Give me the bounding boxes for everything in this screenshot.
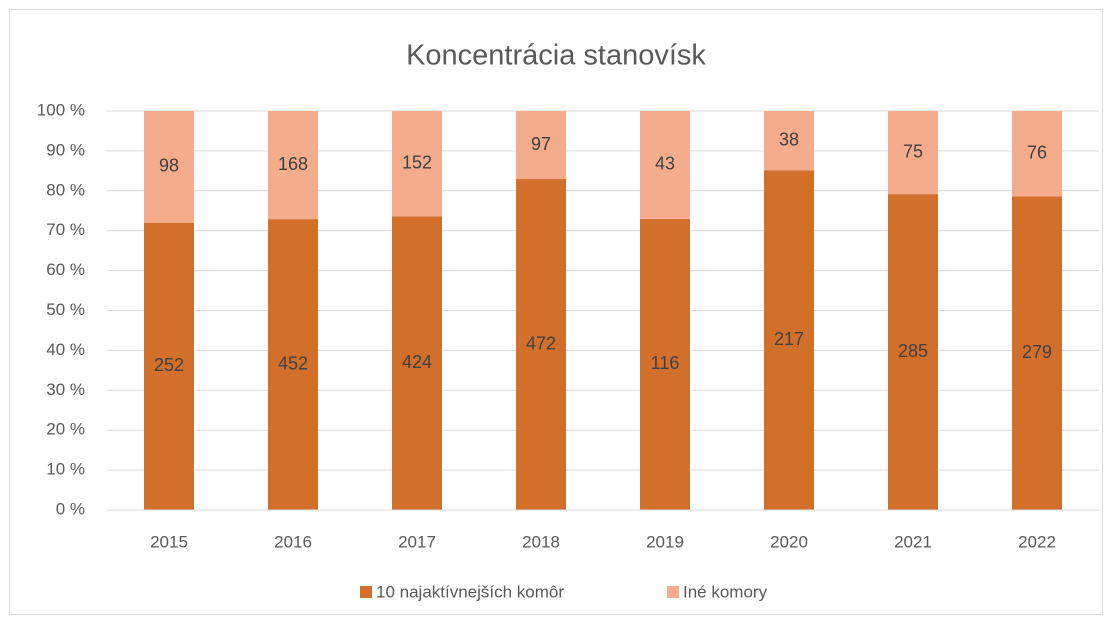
y-tick-label: 90 % (46, 140, 85, 159)
x-tick-label: 2021 (894, 532, 932, 551)
y-tick-label: 0 % (56, 499, 85, 518)
y-tick-label: 30 % (46, 380, 85, 399)
data-label: 168 (278, 154, 308, 174)
data-label: 279 (1022, 342, 1052, 362)
data-label: 38 (779, 129, 799, 149)
data-label: 116 (651, 353, 680, 373)
x-tick-label: 2022 (1018, 532, 1056, 551)
x-tick-label: 2017 (398, 532, 436, 551)
x-tick-label: 2018 (522, 532, 560, 551)
x-tick-label: 2019 (646, 532, 684, 551)
bar-segment (888, 194, 938, 510)
bar-segment (268, 111, 318, 220)
legend-label: 10 najaktívnejších komôr (376, 582, 564, 601)
x-tick-label: 2015 (150, 532, 188, 551)
bar-segment (640, 111, 690, 219)
data-label: 152 (402, 152, 432, 172)
y-tick-label: 40 % (46, 340, 85, 359)
bar-segment (1012, 196, 1062, 510)
bar-segment (144, 111, 194, 223)
data-label: 424 (402, 352, 432, 372)
bar-segment (144, 222, 194, 510)
legend-label: Iné komory (683, 582, 768, 601)
data-label: 43 (655, 154, 675, 174)
bar-segment (516, 111, 566, 180)
data-label: 217 (774, 329, 804, 349)
data-label: 472 (526, 333, 556, 353)
y-tick-label: 50 % (46, 300, 85, 319)
legend-swatch (667, 586, 679, 598)
bar-segment (764, 111, 814, 171)
bar-segment (764, 170, 814, 511)
y-tick-label: 10 % (46, 460, 85, 479)
y-tick-label: 60 % (46, 260, 85, 279)
bar-segment (392, 111, 442, 217)
bar-segment (888, 111, 938, 195)
bar-segment (516, 179, 566, 510)
bar-segment (392, 216, 442, 510)
data-label: 98 (159, 156, 179, 176)
y-tick-label: 20 % (46, 420, 85, 439)
chart-title: Koncentrácia stanovísk (406, 40, 706, 72)
x-tick-label: 2020 (770, 532, 808, 551)
data-label: 76 (1027, 142, 1047, 162)
bar-segment (640, 218, 690, 511)
bar-segment (268, 219, 318, 510)
y-tick-label: 100 % (37, 100, 85, 119)
y-tick-label: 80 % (46, 180, 85, 199)
x-tick-label: 2016 (274, 532, 312, 551)
data-label: 285 (898, 341, 928, 361)
data-label: 252 (154, 355, 184, 375)
legend-swatch (360, 586, 372, 598)
data-label: 97 (531, 134, 551, 154)
bar-segment (1012, 111, 1062, 197)
y-tick-label: 70 % (46, 220, 85, 239)
data-label: 75 (903, 141, 923, 161)
data-label: 452 (278, 353, 308, 373)
